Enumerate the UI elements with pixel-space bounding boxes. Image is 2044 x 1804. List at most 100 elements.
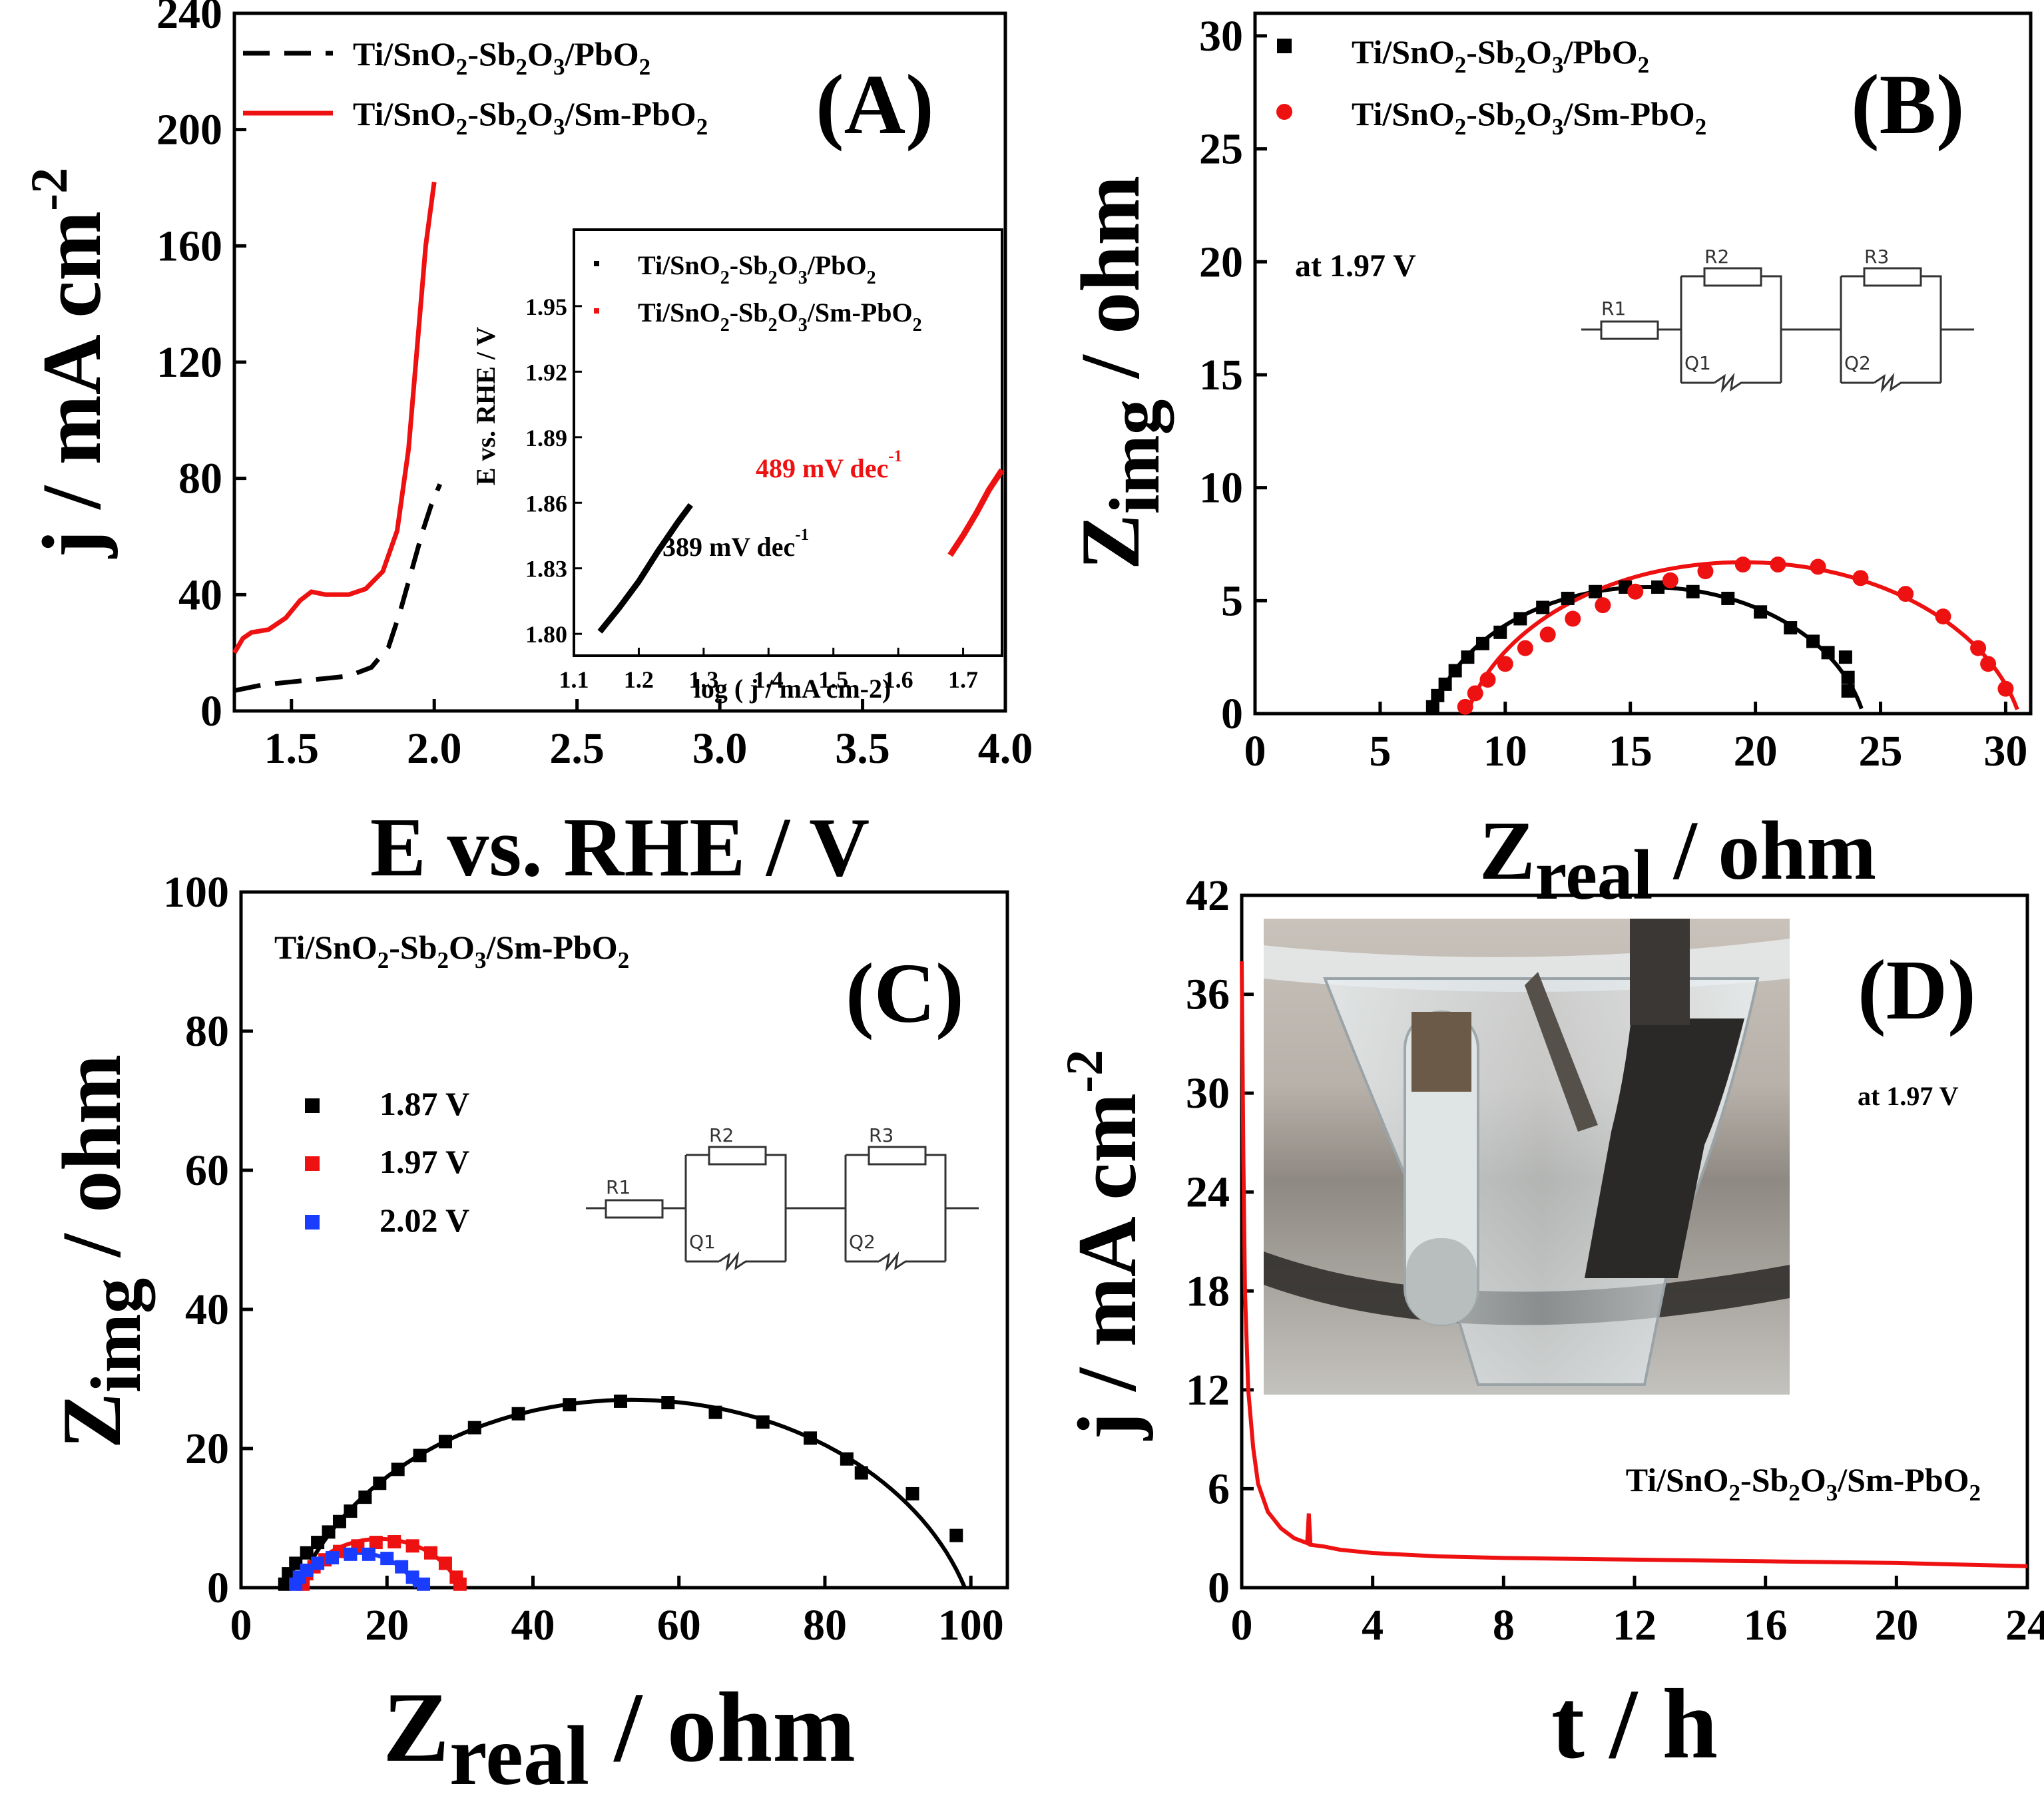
- data-point: [311, 1556, 325, 1570]
- data-point: [387, 1535, 401, 1549]
- circuit-label: R3: [1864, 246, 1889, 268]
- circuit-label: Q2: [1844, 352, 1871, 374]
- data-point: [380, 1552, 394, 1566]
- legend-label-pbo2: Ti/SnO2-Sb2O3/PbO2: [353, 35, 650, 80]
- y-tick-label: 18: [1186, 1267, 1230, 1315]
- series-line-pbo2: [234, 483, 443, 693]
- y-tick-label: 15: [1199, 351, 1243, 399]
- text-run: Z: [1479, 805, 1535, 897]
- data-point-sm-pbo2: [1497, 656, 1513, 672]
- x-tick-label: 60: [657, 1601, 701, 1650]
- panel-label: (D): [1858, 943, 1976, 1037]
- data-point: [804, 1431, 818, 1445]
- tube-liquid: [1406, 1238, 1477, 1325]
- subscript: 2: [1969, 1480, 1981, 1506]
- inset-y-tick-label: 1.89: [525, 425, 567, 451]
- subscript: 2: [1515, 52, 1527, 78]
- data-point-sm-pbo2: [1810, 559, 1826, 575]
- y-tick-label: 30: [1199, 12, 1243, 61]
- circuit-label: Q1: [689, 1231, 716, 1253]
- subscript: 2: [437, 947, 449, 973]
- x-tick-label: 16: [1744, 1601, 1788, 1650]
- data-point-pbo2: [1806, 634, 1820, 648]
- inset-x-tick-label: 1.6: [884, 666, 913, 693]
- anode-clip: [1630, 919, 1690, 1025]
- text-run: -: [389, 929, 400, 966]
- x-tick-label: 0: [1231, 1601, 1253, 1650]
- plot-frame: [1253, 11, 2033, 716]
- text-run: O: [1526, 95, 1552, 132]
- data-point: [413, 1449, 427, 1463]
- text-run: Ti/SnO: [353, 95, 456, 132]
- legend-label: 2.02 V: [380, 1202, 469, 1239]
- subscript: 3: [1552, 52, 1564, 78]
- inset-tafel: 1.1 1.2 1.3 1.4 1.5 1.6 1.7 1.80 1.83 1.86 1.89 1.9…: [471, 228, 1005, 704]
- text-run: PbO: [815, 250, 867, 280]
- circuit-label: Q2: [849, 1231, 876, 1253]
- slope-label-pbo2: 389 mV dec-1: [662, 526, 809, 562]
- data-point: [424, 1546, 438, 1560]
- inset-x-tick-label: 1.3: [688, 666, 718, 693]
- inset-x-tick-label: 1.4: [754, 666, 784, 693]
- data-point: [344, 1547, 358, 1561]
- inset-x-tick-label: 1.1: [559, 666, 589, 693]
- text-run: Sm-PbO: [1573, 95, 1694, 132]
- y-tick-label: 10: [1199, 464, 1243, 513]
- subscript: 2: [696, 114, 708, 140]
- resistor-r1: [605, 1199, 664, 1219]
- data-point-pbo2: [1438, 677, 1452, 691]
- text-run: Z: [46, 1393, 138, 1449]
- subscript: 2: [768, 268, 778, 288]
- x-tick-label: 12: [1613, 1601, 1657, 1650]
- data-point-sm-pbo2: [1997, 680, 2014, 697]
- text-run: -: [467, 35, 479, 73]
- subscript: 2: [768, 315, 778, 336]
- inset-y-tick-label: 1.80: [525, 621, 567, 648]
- x-tick-label: 15: [1609, 727, 1653, 776]
- data-point: [511, 1407, 525, 1421]
- text-run: / ohm: [1065, 176, 1157, 399]
- data-point: [332, 1514, 346, 1528]
- chart-title: Ti/SnO2-Sb2O3/Sm-PbO2: [274, 929, 629, 973]
- inset-y-tick-label: 1.83: [525, 556, 567, 582]
- annotation: at 1.97 V: [1295, 248, 1416, 284]
- subscript: img: [1096, 399, 1174, 515]
- superscript: -2: [20, 168, 78, 211]
- x-tick-label: 30: [1983, 727, 2027, 776]
- data-point: [854, 1466, 868, 1480]
- subscript: img: [77, 1278, 156, 1393]
- x-tick-label: 1.5: [264, 724, 320, 773]
- data-point-sm-pbo2: [1627, 583, 1644, 600]
- inset-x-tick-label: 1.2: [624, 666, 654, 693]
- y-tick-label: 80: [178, 455, 222, 503]
- data-point-pbo2: [1561, 591, 1575, 605]
- text-run: /: [1837, 1461, 1848, 1498]
- subscript: 2: [1455, 114, 1467, 140]
- y-tick-label: 5: [1221, 576, 1243, 625]
- x-tick-label: 3.5: [835, 724, 890, 773]
- y-tick-label: 40: [178, 570, 222, 619]
- text-run: / ohm: [589, 1672, 856, 1783]
- annotation: at 1.97 V: [1858, 1081, 1959, 1111]
- subscript: 3: [553, 114, 565, 140]
- text-run: Z: [383, 1672, 449, 1783]
- data-point-sm-pbo2: [1539, 626, 1556, 643]
- data-point: [405, 1539, 419, 1553]
- data-point-pbo2: [1461, 650, 1475, 664]
- photo-inset: [1264, 919, 1790, 1395]
- panel-label: (B): [1851, 57, 1965, 152]
- text-run: /: [485, 929, 496, 966]
- inset-legend-label-sm-pbo2: Ti/SnO2-Sb2O3/Sm-PbO2: [638, 298, 922, 336]
- text-run: /: [564, 95, 575, 132]
- data-point-pbo2: [1513, 612, 1527, 626]
- electrode-holder: [1411, 1012, 1471, 1092]
- subscript: 2: [456, 114, 468, 140]
- subscript: 3: [1552, 114, 1564, 140]
- subscript: 3: [1826, 1480, 1838, 1506]
- legend-marker: [305, 1215, 320, 1230]
- text-run: O: [1526, 33, 1552, 71]
- anode-sample: [1585, 1018, 1744, 1278]
- data-point: [395, 1560, 409, 1574]
- cpe-q1: [1714, 372, 1748, 393]
- text-run: Sb: [738, 250, 768, 280]
